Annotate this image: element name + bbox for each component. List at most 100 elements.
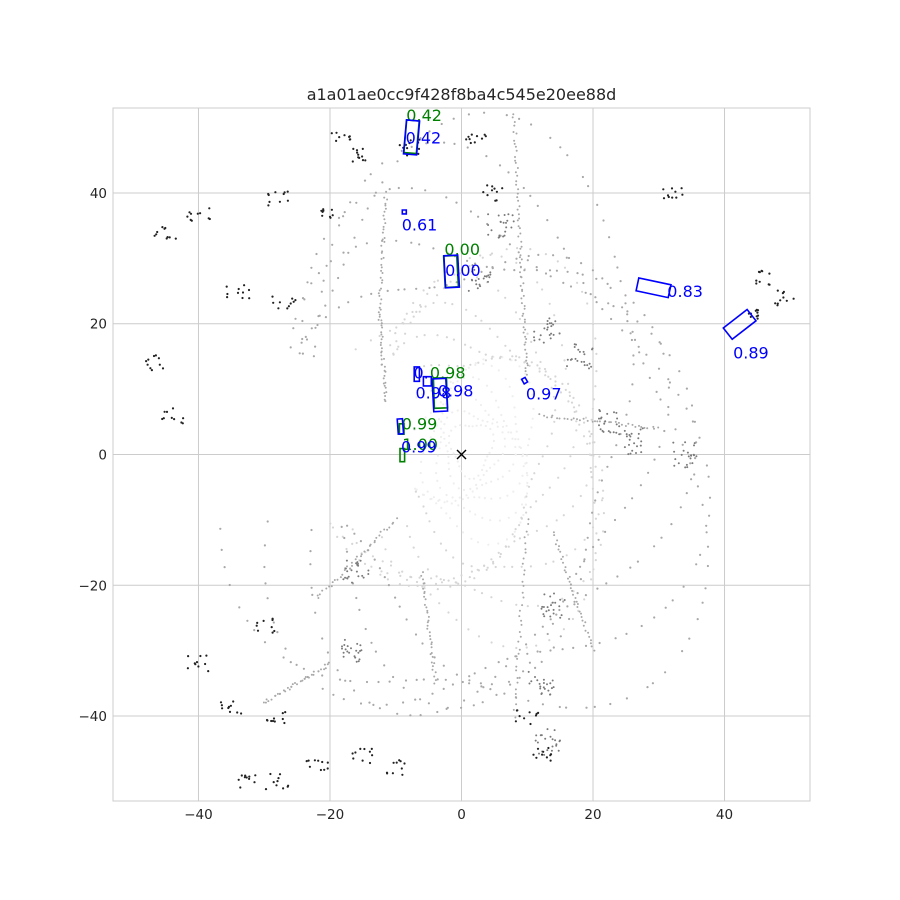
lidar-point [428,130,431,133]
lidar-point [476,568,479,571]
lidar-point [358,156,361,159]
lidar-point [685,387,689,390]
lidar-point [535,500,538,503]
lidar-point [554,320,557,323]
lidar-point [489,466,492,469]
lidar-point [552,531,555,534]
lidar-point [522,465,525,468]
lidar-point [674,190,677,193]
lidar-point [518,356,521,359]
lidar-point [404,679,408,682]
lidar-point [631,330,634,333]
lidar-point [640,624,643,628]
lidar-point [368,701,371,704]
lidar-point [439,435,443,439]
lidar-point [689,462,692,465]
lidar-point [580,612,582,615]
lidar-point [590,476,593,479]
lidar-point [625,433,628,436]
lidar-point [507,516,510,519]
lidar-point [417,152,420,155]
lidar-point [549,337,552,340]
lidar-point [443,423,446,426]
lidar-point [520,276,523,279]
lidar-point [463,278,466,281]
lidar-point [652,425,655,428]
lidar-point [522,557,525,560]
lidar-point [482,686,485,689]
lidar-point [342,215,345,218]
lidar-point [283,721,286,725]
lidar-point [272,621,275,624]
lidar-point [420,574,423,577]
lidar-point [402,686,405,689]
lidar-point [625,697,629,700]
lidar-point [455,201,458,204]
lidar-point [326,761,329,764]
lidar-point [433,530,436,534]
lidar-point [584,621,587,624]
lidar-point [525,461,528,464]
lidar-point [629,332,632,335]
lidar-point [674,428,677,431]
lidar-point [541,703,545,706]
lidar-point [378,313,381,316]
lidar-point [437,418,441,421]
lidar-point [673,464,676,467]
lidar-point [583,360,586,363]
lidar-point [403,288,406,291]
lidar-point [590,365,593,368]
lidar-point [429,411,432,414]
lidar-point [592,398,596,401]
lidar-point [522,506,526,509]
lidar-point [408,142,411,145]
lidar-point [469,363,472,366]
lidar-point [706,545,710,548]
lidar-point [299,680,302,683]
lidar-point [527,254,530,258]
lidar-point [591,420,594,423]
lidar-point [535,644,538,647]
lidar-point [387,584,390,587]
lidar-point [419,304,422,307]
lidar-point [484,409,487,412]
lidar-point [318,593,321,596]
lidar-point [692,453,695,456]
lidar-point [478,350,481,353]
lidar-point [431,668,434,671]
lidar-point [478,283,481,286]
lidar-point [342,251,345,254]
lidar-point [496,335,499,338]
lidar-point [514,145,517,148]
lidar-point [643,314,646,317]
lidar-point [514,415,517,418]
lidar-point [623,446,626,449]
lidar-point [455,525,459,528]
lidar-point [553,420,556,423]
lidar-point [519,521,522,524]
lidar-point [512,220,515,223]
lidar-point [282,787,285,790]
lidar-point [302,667,305,670]
prediction-box [396,417,405,435]
lidar-point [491,355,494,358]
lidar-point [436,678,439,681]
lidar-point [760,269,763,272]
lidar-point [559,146,562,149]
lidar-point [526,332,529,335]
lidar-point [693,473,696,476]
lidar-point [464,580,467,583]
lidar-point [351,160,354,163]
lidar-point [498,164,502,167]
lidar-point [320,290,323,293]
lidar-point [354,245,357,248]
lidar-point [452,556,455,559]
lidar-point [598,417,600,420]
lidar-point [594,296,597,299]
lidar-point [336,578,339,581]
lidar-point [377,680,380,684]
lidar-point [589,466,592,470]
lidar-point [792,297,795,300]
lidar-point [522,596,525,599]
lidar-point [584,629,587,632]
